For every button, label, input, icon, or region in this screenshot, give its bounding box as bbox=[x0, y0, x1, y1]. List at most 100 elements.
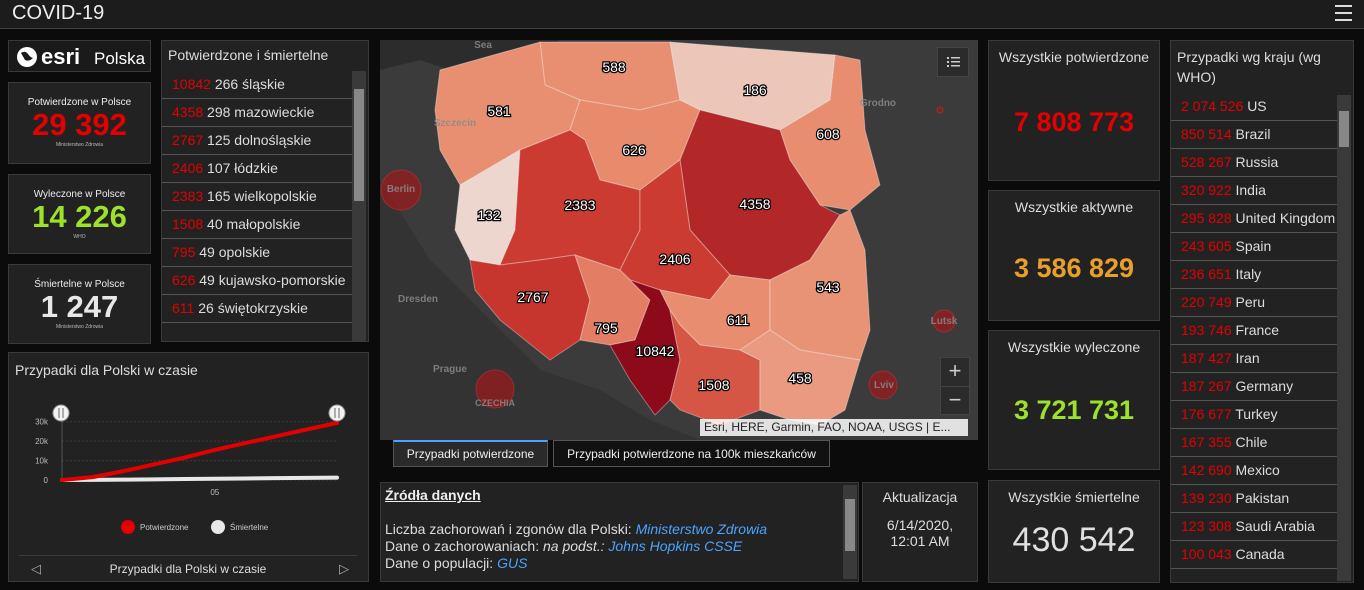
handle-grip bbox=[58, 408, 64, 418]
list-row[interactable]: 176 677 Turkey bbox=[1171, 401, 1337, 429]
source-link[interactable]: Ministerstwo Zdrowia bbox=[635, 521, 768, 537]
region[interactable] bbox=[739, 329, 861, 426]
place-label: Dresden bbox=[398, 294, 438, 305]
logo-globe bbox=[17, 47, 37, 67]
app-title: COVID-19 bbox=[12, 2, 105, 24]
list-row[interactable]: 220 749 Peru bbox=[1171, 289, 1337, 317]
region-label: 626 bbox=[622, 142, 646, 158]
list-row[interactable]: 611 26 świętokrzyskie bbox=[162, 295, 352, 323]
death-count: 40 bbox=[207, 216, 223, 232]
list-row[interactable]: 320 922 India bbox=[1171, 177, 1337, 205]
confirmed-count: 2383 bbox=[172, 188, 204, 204]
region[interactable] bbox=[779, 54, 881, 211]
indicator-value: 14 226 bbox=[32, 199, 127, 234]
list-row[interactable]: 626 49 kujawsko-pomorskie bbox=[162, 267, 352, 295]
place-label: Sea bbox=[474, 40, 492, 51]
country-name: Brazil bbox=[1235, 126, 1271, 142]
zoom-out[interactable]: − bbox=[948, 387, 962, 412]
indicator-source: Ministerstwo Zdrowia bbox=[56, 324, 103, 330]
list-row[interactable]: 123 308 Saudi Arabia bbox=[1171, 513, 1337, 541]
region-label: 581 bbox=[487, 103, 511, 119]
chart-panel: Przypadki dla Polski w czasie ◁ Przypadk… bbox=[8, 352, 369, 582]
list-row[interactable]: 243 605 Spain bbox=[1171, 233, 1337, 261]
list-row[interactable]: 142 690 Mexico bbox=[1171, 457, 1337, 485]
list-row[interactable]: 193 746 France bbox=[1171, 317, 1337, 345]
range-handle[interactable] bbox=[52, 404, 70, 422]
source-link[interactable]: GUS bbox=[497, 555, 528, 571]
scrollbar[interactable] bbox=[843, 485, 857, 579]
region-name: wielkopolskie bbox=[234, 188, 317, 204]
list-row[interactable]: 236 651 Italy bbox=[1171, 261, 1337, 289]
zoom-controls[interactable]: + − bbox=[940, 357, 970, 415]
case-count: 320 922 bbox=[1181, 182, 1232, 198]
region-name: małopolskie bbox=[226, 216, 301, 232]
list-row[interactable]: 187 427 Iran bbox=[1171, 345, 1337, 373]
case-count: 295 828 bbox=[1181, 210, 1232, 226]
indicator-label: Wszystkie aktywne bbox=[1014, 199, 1134, 215]
list-row[interactable]: 1508 40 małopolskie bbox=[162, 211, 352, 239]
list-row[interactable]: 295 828 United Kingdom bbox=[1171, 205, 1337, 233]
region-label: 458 bbox=[788, 370, 812, 386]
country-name: United Kingdom bbox=[1235, 210, 1336, 226]
list-row[interactable]: 10842 266 śląskie bbox=[162, 71, 352, 99]
list-row[interactable]: 2383 165 wielkopolskie bbox=[162, 183, 352, 211]
list-row[interactable]: 795 49 opolskie bbox=[162, 239, 352, 267]
indicator-value: 3 721 731 bbox=[1013, 395, 1135, 425]
case-count: 176 677 bbox=[1181, 406, 1232, 422]
region-name: dolnośląskie bbox=[234, 132, 312, 148]
handle-grip bbox=[334, 408, 340, 418]
death-count: 107 bbox=[207, 160, 231, 176]
country-name: Russia bbox=[1235, 154, 1279, 170]
update-time: 12:01 AM bbox=[890, 533, 950, 549]
list-row[interactable]: 528 267 Russia bbox=[1171, 149, 1337, 177]
region-name: opolskie bbox=[218, 244, 271, 260]
legend-swatch bbox=[211, 520, 225, 534]
range-handle[interactable] bbox=[328, 404, 346, 422]
list-row[interactable]: 167 355 Chile bbox=[1171, 429, 1337, 457]
series-line bbox=[60, 475, 339, 482]
list-row[interactable]: 4358 298 mazowieckie bbox=[162, 99, 352, 127]
legend-label: Śmiertelne bbox=[230, 523, 269, 532]
sources-title: Źródła danych bbox=[385, 487, 481, 503]
update-panel: Aktualizacja 6/14/2020, 12:01 AM bbox=[862, 482, 978, 582]
chart-footer[interactable]: ◁ Przypadki dla Polski w czasie ▷ bbox=[19, 555, 357, 581]
confirmed-count: 1508 bbox=[172, 216, 204, 232]
list-row[interactable]: 2406 107 łódzkie bbox=[162, 155, 352, 183]
scrollbar[interactable] bbox=[352, 71, 366, 341]
death-count: 26 bbox=[198, 300, 214, 316]
update-title: Aktualizacja bbox=[882, 489, 958, 505]
case-count: 139 230 bbox=[1181, 490, 1232, 506]
place-label: Szczecin bbox=[434, 118, 476, 129]
tab[interactable]: Przypadki potwierdzone bbox=[393, 440, 548, 467]
country-name: Turkey bbox=[1235, 406, 1278, 422]
region-label: 10842 bbox=[636, 343, 675, 359]
legend-button[interactable] bbox=[937, 47, 969, 77]
zoom-in[interactable]: + bbox=[941, 358, 969, 387]
country-name: Canada bbox=[1235, 546, 1285, 562]
confirmed-count: 626 bbox=[172, 272, 196, 288]
logo-brand: esri bbox=[41, 44, 81, 69]
sources-lines: Liczba zachorowań i zgonów dla Polski: M… bbox=[385, 521, 767, 572]
case-count: 236 651 bbox=[1181, 266, 1232, 282]
menu-button[interactable] bbox=[1334, 4, 1354, 22]
source-link[interactable]: Johns Hopkins CSSE bbox=[608, 538, 743, 554]
list-row[interactable]: 139 230 Pakistan bbox=[1171, 485, 1337, 513]
list-row[interactable]: 100 043 Canada bbox=[1171, 541, 1337, 569]
indicator-card: Potwierdzone w Polsce 29 392 Ministerstwo … bbox=[8, 82, 151, 164]
logo-region: Polska bbox=[94, 49, 146, 68]
indicator-value: 430 542 bbox=[1012, 521, 1136, 559]
region-name: śląskie bbox=[242, 76, 285, 92]
indicator-card: Wszystkie potwierdzone 7 808 773 bbox=[988, 40, 1160, 181]
case-count: 193 746 bbox=[1181, 322, 1232, 338]
list-row[interactable]: 850 514 Brazil bbox=[1171, 121, 1337, 149]
scrollbar[interactable] bbox=[1337, 95, 1351, 581]
tab[interactable]: Przypadki potwierdzone na 100k mieszkańc… bbox=[553, 440, 830, 467]
chart-footer-title: Przypadki dla Polski w czasie bbox=[109, 562, 267, 576]
list-row[interactable]: 2 074 526 US bbox=[1171, 93, 1337, 121]
map[interactable]: 588 581 186 608 626 132 2383 4358 2406 2767 795 108… bbox=[380, 40, 978, 440]
region-name: mazowieckie bbox=[234, 104, 315, 120]
region-label: 186 bbox=[743, 82, 767, 98]
list-row[interactable]: 187 267 Germany bbox=[1171, 373, 1337, 401]
list-row[interactable]: 2767 125 dolnośląskie bbox=[162, 127, 352, 155]
